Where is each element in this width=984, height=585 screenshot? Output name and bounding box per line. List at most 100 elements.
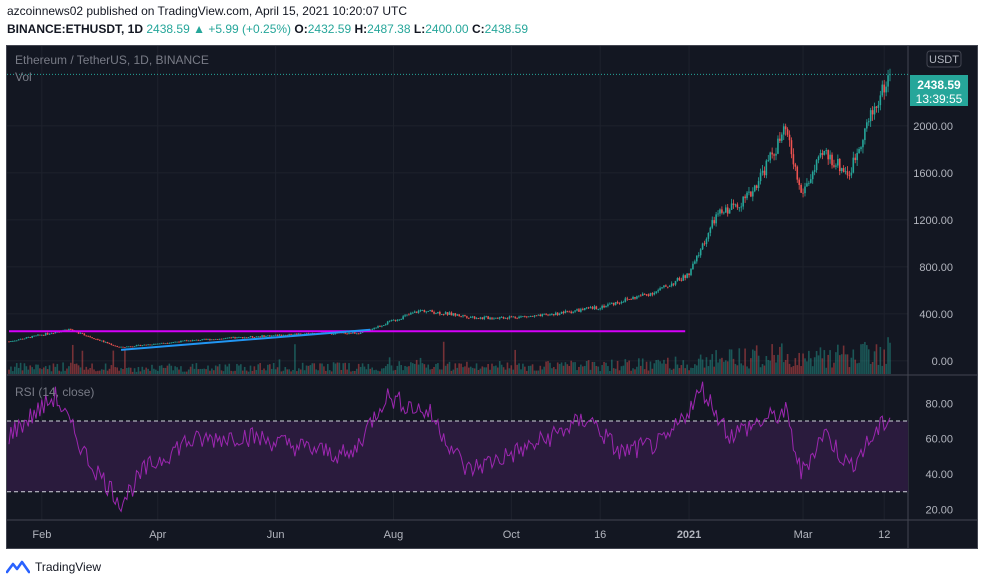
candle-body <box>404 315 406 317</box>
volume-bar <box>562 365 565 374</box>
drawings[interactable] <box>7 73 908 351</box>
candle-body <box>220 338 223 340</box>
volume-bar <box>199 368 202 374</box>
candle-body <box>665 285 667 287</box>
volume-bar <box>205 369 207 374</box>
volume-bar <box>639 365 642 374</box>
candle-body <box>118 346 120 348</box>
volume-bar <box>396 365 399 374</box>
volume-bar <box>342 363 345 374</box>
volume-bar <box>547 361 549 374</box>
candle-body <box>155 343 157 345</box>
volume-bar <box>247 371 250 374</box>
volume-bar <box>663 359 665 374</box>
time-tick-label: Apr <box>149 529 166 541</box>
volume-bar <box>885 363 887 374</box>
volume-bar <box>15 363 18 374</box>
volume-bar <box>127 367 130 374</box>
volume-bar <box>871 362 874 374</box>
candles[interactable] <box>8 68 891 348</box>
candle-body <box>33 335 35 337</box>
candle-body <box>813 170 816 172</box>
candle-body <box>178 341 180 343</box>
volume-bar <box>253 366 256 374</box>
volume-bar <box>180 366 182 374</box>
volume-bar <box>713 366 715 374</box>
candle-body <box>207 339 209 340</box>
candle-body <box>269 335 271 337</box>
candle-body <box>667 286 669 288</box>
candle-body <box>247 337 250 339</box>
rsi-label: RSI (14, close) <box>15 385 94 399</box>
candle-body <box>452 313 455 316</box>
volume-bar <box>508 368 511 374</box>
volume-bar <box>668 368 671 374</box>
volume-bar <box>846 354 849 374</box>
volume-bar <box>601 365 603 374</box>
candle-body <box>234 337 236 339</box>
volume-bar <box>379 371 381 374</box>
candle-body <box>332 334 335 335</box>
candle-body <box>357 333 360 335</box>
currency-badge[interactable]: USDT <box>926 50 962 68</box>
volume-bar <box>624 359 627 374</box>
volume-bar <box>284 367 287 374</box>
volume-bar <box>315 369 317 374</box>
candle-body <box>537 314 540 316</box>
candle-body <box>79 332 82 334</box>
candle-body <box>143 344 146 346</box>
chart-area[interactable]: 0.00 400.00 800.00 1200.00 1600.00 2000.00 20… <box>6 45 978 549</box>
candle-body <box>817 156 820 161</box>
volume-bar <box>630 370 632 374</box>
candle-body <box>852 157 855 173</box>
candle-body <box>732 203 735 205</box>
symbol-name[interactable]: BINANCE:ETHUSDT, 1D <box>7 22 144 36</box>
candle-body <box>68 328 70 331</box>
volume-bar <box>64 370 66 374</box>
volume-bar <box>723 361 725 374</box>
volume-bar <box>178 369 180 374</box>
candle-body <box>249 336 252 338</box>
volume-bar <box>354 371 356 374</box>
chart-svg[interactable]: 0.00 400.00 800.00 1200.00 1600.00 2000.00 20… <box>7 46 977 548</box>
volume-bar <box>10 366 12 374</box>
volume-bar <box>750 358 752 374</box>
volume-bar <box>214 365 217 374</box>
candle-body <box>218 338 221 340</box>
candle-body <box>761 170 764 173</box>
candle-body <box>788 134 791 141</box>
volume-bar <box>124 348 126 374</box>
candle-body <box>50 333 53 335</box>
candle-body <box>149 344 151 346</box>
volume-bar <box>769 360 772 374</box>
vol-label: Vol <box>15 70 32 84</box>
rsi-line-group <box>8 381 891 513</box>
volume-bar <box>748 368 750 374</box>
volume-bar <box>39 368 41 374</box>
volume-bar <box>201 368 204 374</box>
candle-body <box>873 106 876 115</box>
candle-body <box>585 307 588 309</box>
candle-body <box>42 334 45 336</box>
candle-body <box>821 153 824 155</box>
candle-body <box>663 285 665 288</box>
volume-bar <box>278 359 281 374</box>
volume-bar <box>549 362 551 374</box>
volume-bar <box>54 366 57 374</box>
volume-bar <box>446 363 449 374</box>
candle-body <box>212 339 215 341</box>
candle-body <box>827 150 829 160</box>
candle-body <box>759 172 762 182</box>
volume-bar <box>355 368 358 374</box>
volume-bar <box>270 368 273 374</box>
candle-body <box>458 314 460 316</box>
time-tick-label: 16 <box>594 529 606 541</box>
candle-body <box>595 306 598 310</box>
volume-bar <box>259 363 261 374</box>
candle-body <box>278 334 281 336</box>
trend-line <box>120 328 371 351</box>
volume-bar <box>290 371 292 374</box>
volume-bar <box>23 363 26 374</box>
candle-body <box>373 328 375 330</box>
candle-body <box>589 307 592 309</box>
